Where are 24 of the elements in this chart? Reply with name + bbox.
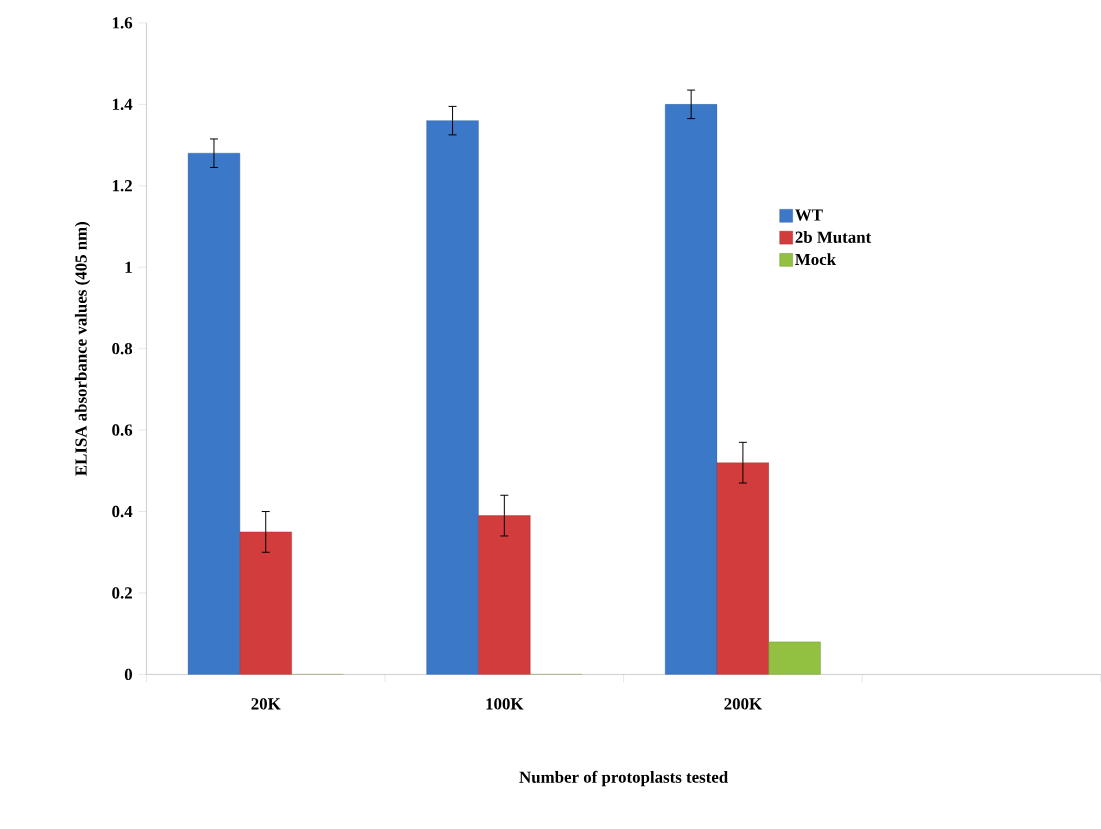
y-tick-label: 1	[125, 261, 132, 273]
legend-label: WT	[795, 209, 823, 221]
bar	[239, 531, 292, 675]
y-tick-label: 0.4	[112, 505, 133, 518]
y-axis-title: ELISA absorbance values (405 nm)	[74, 222, 91, 476]
y-tick-label: 1.6	[112, 17, 133, 29]
y-tick-label: 0.6	[112, 424, 133, 436]
bar	[478, 515, 531, 675]
y-tick-label: 1.2	[112, 180, 132, 192]
bar	[716, 462, 770, 675]
bar	[665, 104, 718, 675]
legend-label: Mock	[795, 253, 837, 266]
legend-label: 2b Mutant	[795, 231, 872, 244]
y-tick-label: 0.8	[112, 343, 133, 355]
bar	[426, 120, 479, 675]
x-tick-label: 20K	[251, 698, 281, 710]
bar	[768, 641, 821, 675]
x-tick-label: 100K	[486, 698, 524, 710]
y-tick-label: 0.2	[112, 587, 132, 599]
y-tick-label: 0	[124, 668, 133, 681]
x-tick-label: 200K	[724, 698, 763, 710]
bar	[187, 153, 241, 675]
y-tick-label: 1.4	[112, 98, 133, 111]
x-axis-title: Number of protoplasts tested	[519, 770, 728, 787]
